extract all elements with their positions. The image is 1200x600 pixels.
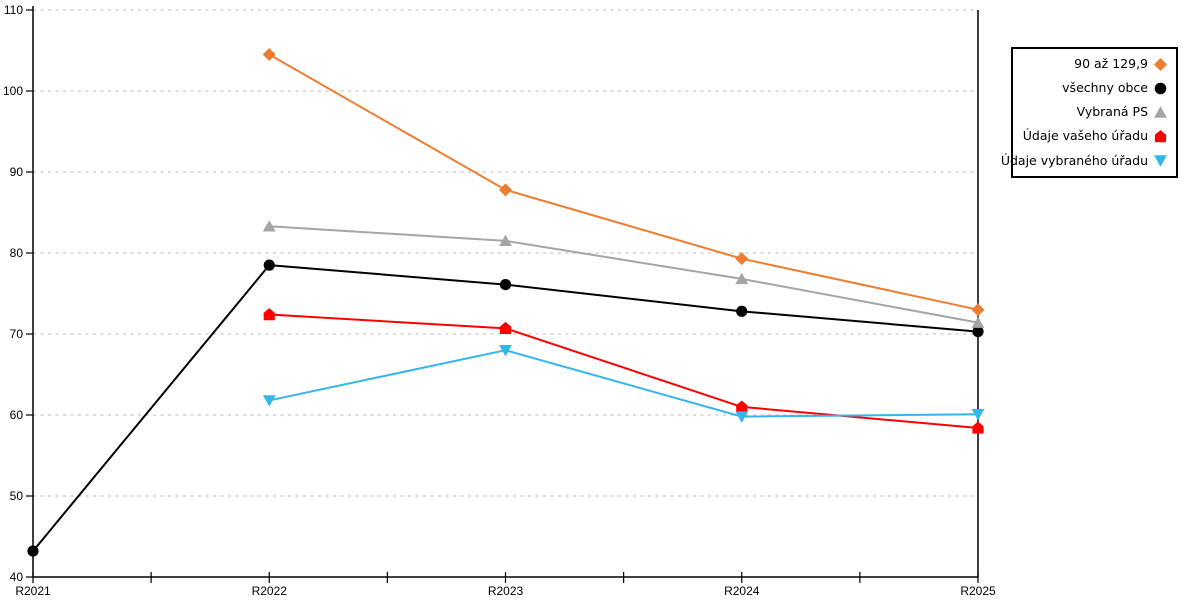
series-line-3 (269, 313, 979, 429)
series-line-0 (268, 53, 979, 311)
marker-triangle-up-icon (499, 234, 512, 247)
x-tick-label-R2025: R2025 (960, 584, 996, 598)
y-tick-label-60: 60 (10, 408, 24, 422)
marker-triangle-up-icon (262, 220, 276, 232)
y-tick-label-100: 100 (3, 84, 23, 98)
marker-circle-icon (736, 305, 748, 317)
series-line-1 (32, 264, 979, 552)
marker-diamond-icon (499, 183, 512, 197)
legend-marker-circle-icon (1154, 82, 1167, 95)
legend-label: Údaje vybraného úřadu (1000, 152, 1148, 168)
diamond-glyph (1154, 57, 1167, 71)
triangle-down-glyph (1154, 155, 1167, 168)
marker-circle-icon (972, 325, 984, 338)
y-tick-label-110: 110 (4, 3, 23, 17)
legend-item-1: všechny obce (1017, 81, 1168, 96)
x-tick-label-R2022: R2022 (252, 584, 288, 598)
marker-diamond-icon (262, 48, 276, 62)
marker-triangle-up-icon (971, 316, 985, 328)
series-line-4 (269, 349, 979, 418)
legend-marker-triangle-up-icon (1154, 106, 1167, 118)
marker-triangle-down-icon (262, 395, 276, 407)
marker-house-icon (972, 421, 984, 434)
circle-glyph (1154, 82, 1167, 95)
x-tick-label-R2024: R2024 (724, 584, 760, 598)
legend-marker-house-icon (1154, 130, 1167, 143)
y-tick-label-40: 40 (10, 570, 24, 584)
triangle-up-glyph (1154, 106, 1167, 118)
marker-diamond-icon (971, 303, 985, 317)
legend-item-3: Údaje vašeho úřadu (1017, 129, 1168, 144)
legend: 90 až 129,9 všechny obce Vybraná PS Údaje v… (1001, 47, 1178, 178)
legend-label: všechny obce (1062, 80, 1148, 96)
series-line-2 (269, 225, 979, 324)
legend-label: Údaje vašeho úřadu (1022, 128, 1148, 144)
legend-item-0: 90 až 129,9 (1017, 57, 1168, 72)
y-tick-label-90: 90 (10, 165, 24, 179)
y-tick-label-50: 50 (10, 489, 24, 503)
y-tick-label-80: 80 (10, 246, 24, 260)
marker-circle-icon (263, 259, 275, 271)
marker-house-icon (263, 308, 275, 321)
marker-triangle-down-icon (735, 411, 749, 423)
marker-triangle-up-icon (735, 272, 749, 285)
marker-triangle-down-icon (499, 345, 512, 357)
legend-label: 90 až 129,9 (1074, 55, 1148, 71)
x-tick-label-R2023: R2023 (488, 584, 524, 598)
marker-house-icon (736, 400, 748, 413)
legend-marker-diamond-icon (1154, 57, 1167, 71)
x-tick-label-R2021: R2021 (15, 584, 51, 598)
legend-label: Vybraná PS (1076, 104, 1148, 120)
y-tick-label-70: 70 (10, 327, 24, 341)
marker-triangle-down-icon (971, 408, 985, 421)
marker-house-icon (499, 321, 512, 335)
legend-item-2: Vybraná PS (1017, 105, 1168, 120)
marker-circle-icon (499, 278, 512, 291)
house-glyph (1154, 130, 1167, 143)
legend-marker-triangle-down-icon (1154, 155, 1167, 168)
legend-item-4: Údaje vybraného úřadu (1001, 153, 1168, 168)
marker-circle-icon (27, 545, 39, 557)
marker-diamond-icon (735, 252, 749, 266)
